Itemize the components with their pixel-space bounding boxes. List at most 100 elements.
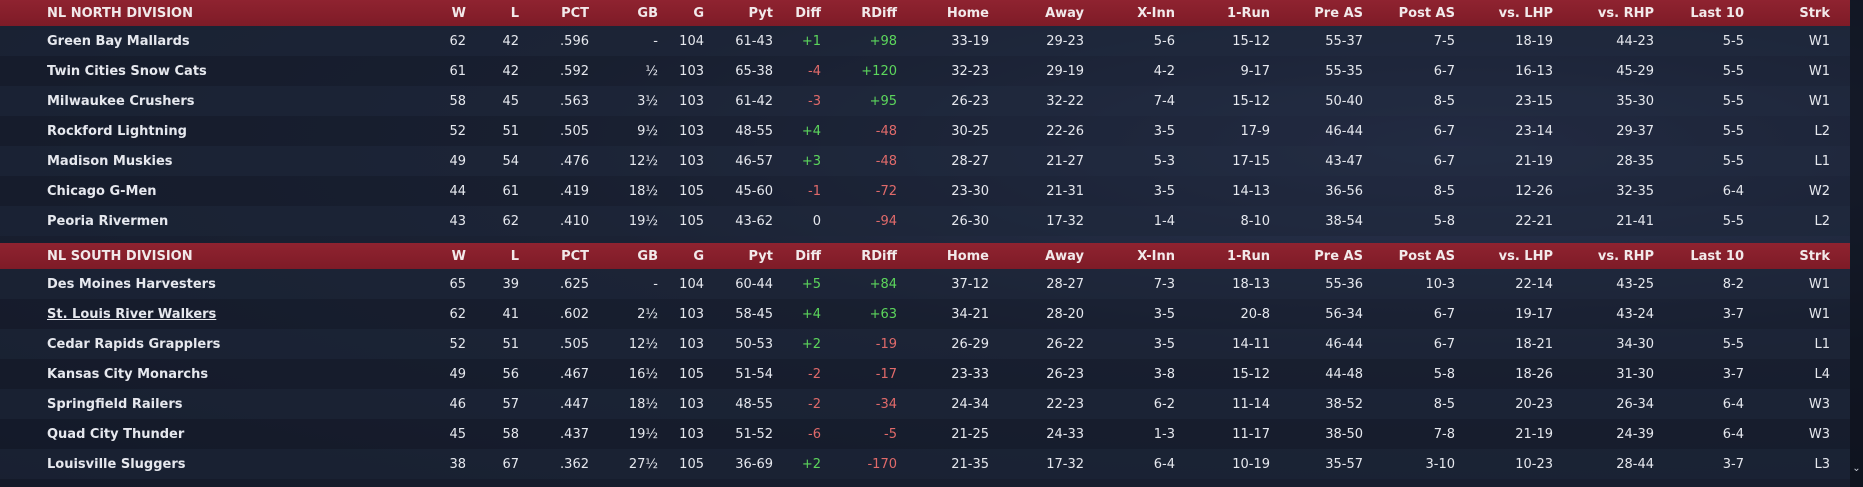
column-header-preas[interactable]: Pre AS xyxy=(1314,248,1363,264)
column-header-l[interactable]: L xyxy=(510,248,519,264)
column-header-away[interactable]: Away xyxy=(1045,5,1084,21)
column-header-g[interactable]: G xyxy=(693,5,704,21)
cell-last10: 5-5 xyxy=(1722,336,1744,352)
team-name[interactable]: Peoria Rivermen xyxy=(47,213,169,229)
cell-l: 51 xyxy=(502,123,519,139)
table-row[interactable]: Des Moines Harvesters 65 39 .625 - 104 60-44 +5… xyxy=(0,269,1850,299)
cell-onerun: 15-12 xyxy=(1232,93,1270,109)
cell-l: 42 xyxy=(502,33,519,49)
column-header-xinn[interactable]: X-Inn xyxy=(1137,248,1175,264)
table-row[interactable]: St. Louis River Walkers 62 41 .602 2½ 103 58-4… xyxy=(0,299,1850,329)
column-header-postas[interactable]: Post AS xyxy=(1398,248,1455,264)
team-name[interactable]: Springfield Railers xyxy=(47,396,183,412)
column-header-onerun[interactable]: 1-Run xyxy=(1227,5,1270,21)
cell-rhp: 44-23 xyxy=(1616,33,1654,49)
cell-pct: .563 xyxy=(560,93,589,109)
cell-home: 33-19 xyxy=(951,33,989,49)
column-header-w[interactable]: W xyxy=(451,248,466,264)
table-row[interactable]: Chicago G-Men 44 61 .419 18½ 105 45-60 -1 -72 23-… xyxy=(0,176,1850,206)
column-header-rhp[interactable]: vs. RHP xyxy=(1597,5,1654,21)
table-row[interactable]: Milwaukee Crushers 58 45 .563 3½ 103 61-42 -3 +9… xyxy=(0,86,1850,116)
division-header: NL NORTH DIVISION W L PCT GB G Pyt Diff RDiff Hom… xyxy=(0,0,1850,26)
column-header-home[interactable]: Home xyxy=(946,5,989,21)
table-row[interactable]: Twin Cities Snow Cats 61 42 .592 ½ 103 65-38 -4… xyxy=(0,56,1850,86)
cell-gb: 16½ xyxy=(628,366,658,382)
table-row[interactable]: Kansas City Monarchs 49 56 .467 16½ 105 51-54 -… xyxy=(0,359,1850,389)
cell-gb: 18½ xyxy=(628,183,658,199)
column-header-pyt[interactable]: Pyt xyxy=(748,248,773,264)
cell-postas: 6-7 xyxy=(1433,336,1455,352)
column-header-last10[interactable]: Last 10 xyxy=(1690,5,1744,21)
cell-diff: -1 xyxy=(808,183,821,199)
table-row[interactable]: Springfield Railers 46 57 .447 18½ 103 48-55 -2… xyxy=(0,389,1850,419)
cell-gb: 27½ xyxy=(628,456,658,472)
cell-onerun: 14-11 xyxy=(1232,336,1270,352)
column-header-postas[interactable]: Post AS xyxy=(1398,5,1455,21)
cell-pct: .437 xyxy=(560,426,589,442)
cell-postas: 7-5 xyxy=(1433,33,1455,49)
cell-pyt: 46-57 xyxy=(735,153,773,169)
column-header-g[interactable]: G xyxy=(693,248,704,264)
table-row[interactable]: Rockford Lightning 52 51 .505 9½ 103 48-55 +4 -4… xyxy=(0,116,1850,146)
column-header-gb[interactable]: GB xyxy=(637,248,658,264)
column-header-pct[interactable]: PCT xyxy=(561,248,589,264)
column-header-xinn[interactable]: X-Inn xyxy=(1137,5,1175,21)
team-name[interactable]: Quad City Thunder xyxy=(47,426,185,442)
cell-pct: .596 xyxy=(560,33,589,49)
column-header-w[interactable]: W xyxy=(451,5,466,21)
column-header-last10[interactable]: Last 10 xyxy=(1690,248,1744,264)
column-header-strk[interactable]: Strk xyxy=(1799,248,1830,264)
cell-strk: L3 xyxy=(1814,456,1830,472)
column-header-l[interactable]: L xyxy=(510,5,519,21)
cell-g: 103 xyxy=(679,306,704,322)
column-header-diff[interactable]: Diff xyxy=(795,5,821,21)
team-name[interactable]: Kansas City Monarchs xyxy=(47,366,209,382)
team-name[interactable]: Chicago G-Men xyxy=(47,183,157,199)
column-header-home[interactable]: Home xyxy=(946,248,989,264)
cell-pyt: 51-52 xyxy=(735,426,773,442)
cell-gb: 2½ xyxy=(637,306,658,322)
column-header-onerun[interactable]: 1-Run xyxy=(1227,248,1270,264)
column-header-lhp[interactable]: vs. LHP xyxy=(1498,248,1553,264)
column-header-away[interactable]: Away xyxy=(1045,248,1084,264)
cell-rhp: 35-30 xyxy=(1616,93,1654,109)
team-name[interactable]: Rockford Lightning xyxy=(47,123,187,139)
cell-l: 57 xyxy=(502,396,519,412)
column-header-strk[interactable]: Strk xyxy=(1799,5,1830,21)
column-header-preas[interactable]: Pre AS xyxy=(1314,5,1363,21)
team-name[interactable]: Milwaukee Crushers xyxy=(47,93,195,109)
vertical-scrollbar[interactable]: ⌄ xyxy=(1850,0,1863,487)
table-row[interactable]: Cedar Rapids Grapplers 52 51 .505 12½ 103 50-5… xyxy=(0,329,1850,359)
cell-rdiff: +98 xyxy=(869,33,897,49)
cell-gb: 18½ xyxy=(628,396,658,412)
team-name[interactable]: St. Louis River Walkers xyxy=(47,306,217,322)
cell-diff: +4 xyxy=(801,306,821,322)
cell-preas: 38-50 xyxy=(1325,426,1363,442)
cell-pyt: 50-53 xyxy=(735,336,773,352)
column-header-rdiff[interactable]: RDiff xyxy=(861,5,897,21)
cell-w: 52 xyxy=(449,123,466,139)
column-header-rhp[interactable]: vs. RHP xyxy=(1597,248,1654,264)
column-header-gb[interactable]: GB xyxy=(637,5,658,21)
column-header-rdiff[interactable]: RDiff xyxy=(861,248,897,264)
team-name[interactable]: Louisville Sluggers xyxy=(47,456,186,472)
column-header-lhp[interactable]: vs. LHP xyxy=(1498,5,1553,21)
table-row[interactable]: Peoria Rivermen 43 62 .410 19½ 105 43-62 0 -94 26… xyxy=(0,206,1850,236)
table-row[interactable]: Madison Muskies 49 54 .476 12½ 103 46-57 +3 -48 2… xyxy=(0,146,1850,176)
cell-gb: - xyxy=(653,276,658,292)
team-name[interactable]: Cedar Rapids Grapplers xyxy=(47,336,221,352)
team-name[interactable]: Des Moines Harvesters xyxy=(47,276,216,292)
column-header-diff[interactable]: Diff xyxy=(795,248,821,264)
column-header-pyt[interactable]: Pyt xyxy=(748,5,773,21)
table-row[interactable]: Quad City Thunder 45 58 .437 19½ 103 51-52 -6 -5… xyxy=(0,419,1850,449)
column-header-pct[interactable]: PCT xyxy=(561,5,589,21)
team-name[interactable]: Green Bay Mallards xyxy=(47,33,190,49)
table-row[interactable]: Green Bay Mallards 62 42 .596 - 104 61-43 +1 +98… xyxy=(0,26,1850,56)
cell-rhp: 26-34 xyxy=(1616,396,1654,412)
team-name[interactable]: Twin Cities Snow Cats xyxy=(47,63,207,79)
cell-postas: 7-8 xyxy=(1433,426,1455,442)
team-name[interactable]: Madison Muskies xyxy=(47,153,173,169)
chevron-down-icon[interactable]: ⌄ xyxy=(1852,463,1861,474)
table-row[interactable]: Louisville Sluggers 38 67 .362 27½ 105 36-69 +2… xyxy=(0,449,1850,479)
cell-lhp: 18-26 xyxy=(1515,366,1553,382)
